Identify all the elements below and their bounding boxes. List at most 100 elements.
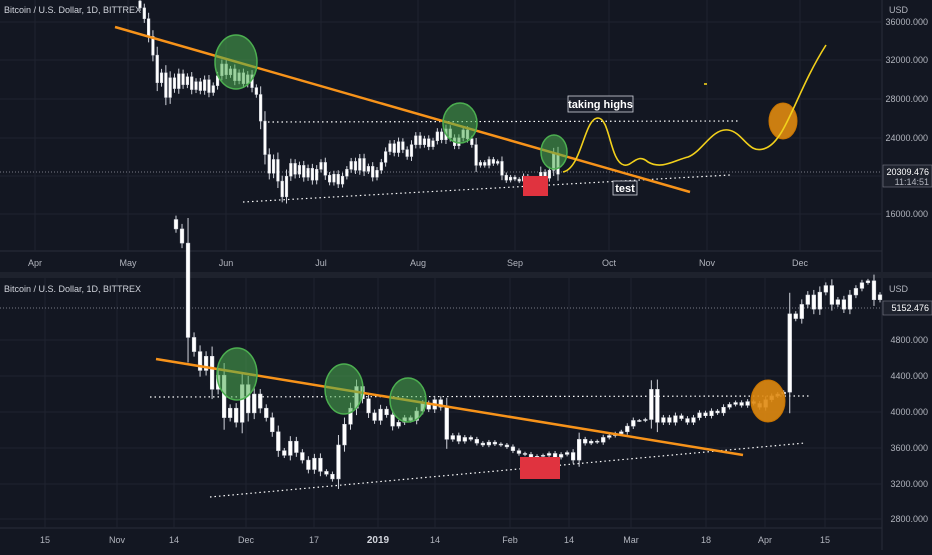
candle-body[interactable]	[267, 154, 271, 174]
candle-body[interactable]	[259, 94, 263, 122]
candle-body[interactable]	[293, 163, 297, 175]
candle-body[interactable]	[823, 285, 828, 293]
candle-body[interactable]	[510, 446, 516, 451]
candle-body[interactable]	[138, 0, 142, 9]
candle-body[interactable]	[172, 77, 177, 89]
candle-body[interactable]	[362, 158, 366, 172]
top-trendline[interactable]	[114, 25, 691, 194]
candle-body[interactable]	[721, 406, 726, 414]
candle-body[interactable]	[709, 410, 714, 416]
bottom-orange-circle[interactable]	[750, 379, 786, 423]
candle-body[interactable]	[336, 173, 340, 185]
candle-body[interactable]	[276, 431, 281, 451]
candle-body[interactable]	[336, 444, 341, 480]
candle-body[interactable]	[372, 412, 377, 421]
candle-body[interactable]	[378, 408, 383, 421]
candle-body[interactable]	[190, 76, 194, 90]
candle-body[interactable]	[516, 450, 522, 454]
candle-body[interactable]	[631, 420, 636, 427]
candle-body[interactable]	[540, 455, 546, 457]
candle-body[interactable]	[517, 178, 521, 182]
candle-body[interactable]	[328, 174, 332, 183]
candle-body[interactable]	[685, 418, 690, 423]
candle-body[interactable]	[438, 399, 443, 408]
candle-body[interactable]	[805, 294, 810, 305]
candle-body[interactable]	[297, 165, 302, 175]
candle-body[interactable]	[258, 393, 263, 409]
candle-body[interactable]	[558, 454, 564, 458]
candle-body[interactable]	[151, 36, 155, 56]
candle-body[interactable]	[522, 453, 528, 455]
candle-body[interactable]	[306, 168, 310, 178]
candle-body[interactable]	[323, 162, 327, 176]
top-green-circle-2[interactable]	[442, 102, 478, 144]
candle-body[interactable]	[288, 440, 293, 456]
candle-body[interactable]	[203, 356, 209, 371]
candle-body[interactable]	[571, 452, 576, 461]
candle-body[interactable]	[319, 162, 323, 170]
candle-body[interactable]	[697, 412, 702, 418]
candle-body[interactable]	[392, 143, 396, 153]
candle-body[interactable]	[179, 228, 185, 244]
candle-body[interactable]	[203, 79, 207, 91]
candle-body[interactable]	[168, 77, 172, 98]
candle-body[interactable]	[667, 417, 672, 423]
candle-body[interactable]	[324, 471, 329, 475]
candle-body[interactable]	[847, 294, 853, 310]
candle-body[interactable]	[589, 440, 594, 444]
candle-body[interactable]	[282, 450, 287, 456]
candle-body[interactable]	[342, 423, 347, 446]
candle-body[interactable]	[371, 166, 375, 178]
candle-body[interactable]	[207, 79, 211, 93]
candle-body[interactable]	[142, 7, 146, 19]
candle-body[interactable]	[745, 401, 750, 406]
candle-body[interactable]	[462, 437, 467, 442]
candle-body[interactable]	[302, 165, 306, 178]
candle-body[interactable]	[194, 81, 198, 90]
candle-body[interactable]	[147, 18, 151, 37]
candle-body[interactable]	[209, 356, 215, 390]
candle-body[interactable]	[294, 440, 299, 453]
panel-separator[interactable]	[0, 272, 932, 278]
candle-body[interactable]	[691, 417, 696, 423]
candle-body[interactable]	[401, 141, 405, 150]
candle-body[interactable]	[422, 138, 426, 145]
candle-body[interactable]	[310, 168, 314, 181]
candle-body[interactable]	[276, 159, 280, 182]
candle-body[interactable]	[661, 417, 666, 423]
candle-body[interactable]	[474, 144, 478, 166]
candle-body[interactable]	[859, 282, 865, 289]
candle-body[interactable]	[787, 313, 792, 393]
candle-body[interactable]	[159, 72, 164, 83]
candle-body[interactable]	[197, 351, 203, 371]
candle-body[interactable]	[390, 414, 395, 427]
candle-body[interactable]	[366, 398, 371, 414]
candle-body[interactable]	[185, 76, 189, 85]
candle-body[interactable]	[185, 242, 191, 338]
candle-body[interactable]	[835, 299, 840, 305]
candle-body[interactable]	[435, 131, 439, 142]
candle-body[interactable]	[564, 452, 570, 455]
candle-body[interactable]	[829, 285, 834, 305]
candle-body[interactable]	[315, 169, 319, 181]
candle-body[interactable]	[480, 442, 485, 446]
candle-body[interactable]	[396, 141, 401, 153]
candle-body[interactable]	[504, 174, 508, 181]
candle-body[interactable]	[252, 393, 257, 414]
candle-body[interactable]	[418, 135, 422, 145]
bottom-green-circle-2[interactable]	[324, 363, 364, 415]
candle-body[interactable]	[366, 166, 370, 172]
candle-body[interactable]	[409, 144, 414, 157]
candle-body[interactable]	[679, 415, 684, 419]
candle-body[interactable]	[396, 422, 401, 427]
candle-body[interactable]	[379, 162, 383, 171]
candle-body[interactable]	[853, 288, 859, 296]
candle-body[interactable]	[254, 87, 258, 95]
candle-body[interactable]	[871, 280, 877, 300]
candle-body[interactable]	[733, 402, 738, 405]
candle-body[interactable]	[703, 412, 708, 416]
candle-body[interactable]	[739, 402, 744, 406]
candle-body[interactable]	[817, 291, 822, 310]
candle-body[interactable]	[375, 170, 379, 178]
candle-body[interactable]	[546, 453, 552, 456]
